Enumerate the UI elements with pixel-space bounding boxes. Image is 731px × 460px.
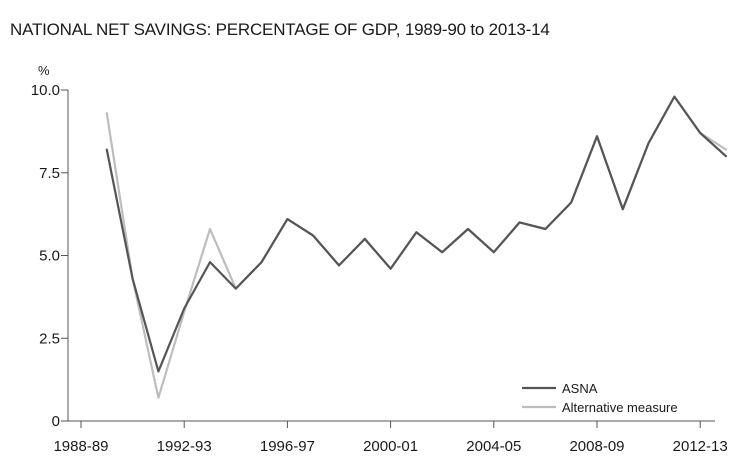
y-tick-label: 7.5 [39, 165, 60, 182]
legend-label: ASNA [562, 381, 598, 396]
series-line-asna [105, 95, 728, 373]
x-tick-label: 1992-93 [157, 438, 212, 455]
x-tick-label: 2000-01 [363, 438, 418, 455]
series-line-alternative-measure [105, 95, 728, 399]
y-tick-label: 10.0 [31, 82, 60, 99]
x-tick-label: 2012-13 [673, 438, 728, 455]
y-axis-unit-label: % [38, 63, 50, 78]
y-tick-label: 0 [52, 413, 60, 430]
x-tick-label: 1988-89 [53, 438, 108, 455]
x-tick-label: 1996-97 [260, 438, 315, 455]
x-tick-label: 2004-05 [466, 438, 521, 455]
y-tick-label: 5.0 [39, 248, 60, 265]
legend-label: Alternative measure [562, 400, 678, 415]
chart-title: NATIONAL NET SAVINGS: PERCENTAGE OF GDP,… [10, 20, 550, 39]
legend: ASNA Alternative measure [522, 381, 678, 415]
y-tick-label: 2.5 [39, 330, 60, 347]
x-tick-label: 2008-09 [569, 438, 624, 455]
